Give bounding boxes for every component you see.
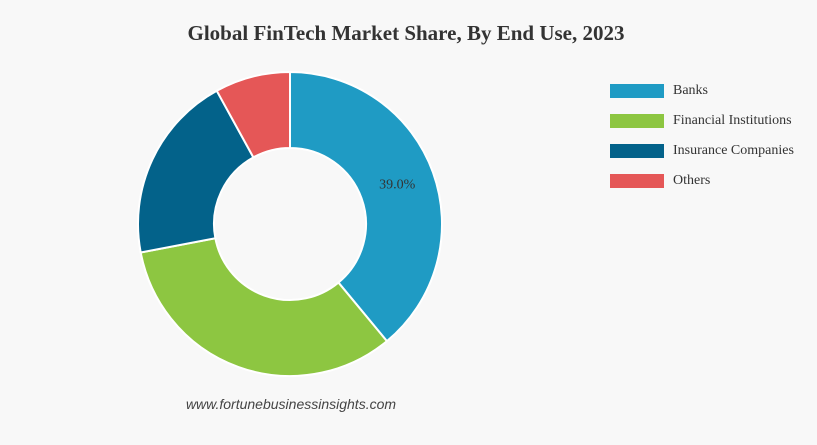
- legend-swatch: [610, 84, 664, 98]
- source: www.fortunebusinessinsights.com: [186, 396, 396, 412]
- legend-label: Insurance Companies: [673, 143, 794, 158]
- legend-swatch: [610, 144, 664, 158]
- legend-label: Banks: [673, 83, 708, 98]
- slice: [137, 89, 255, 254]
- slice: [139, 237, 389, 377]
- legend-label: Others: [673, 173, 710, 188]
- value-label: 39.0%: [379, 178, 416, 193]
- slice: [215, 70, 291, 159]
- slice: [289, 70, 443, 343]
- chart-title: Global FinTech Market Share, By End Use,…: [188, 21, 625, 45]
- legend-label: Financial Institutions: [673, 113, 792, 128]
- legend-swatch: [610, 174, 664, 188]
- legend-swatch: [610, 114, 664, 128]
